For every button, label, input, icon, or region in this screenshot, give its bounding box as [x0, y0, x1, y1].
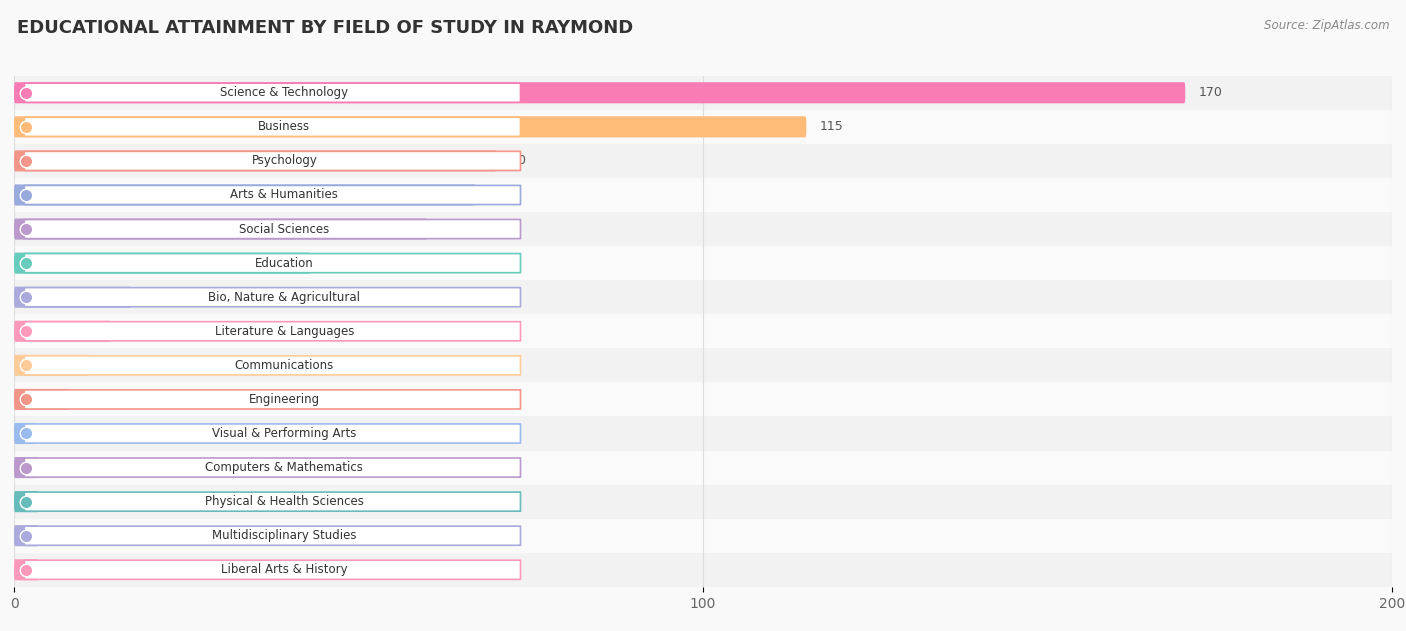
Text: 8: 8 — [83, 393, 91, 406]
Text: 60: 60 — [441, 223, 457, 235]
FancyBboxPatch shape — [14, 355, 90, 376]
Text: Computers & Mathematics: Computers & Mathematics — [205, 461, 363, 474]
FancyBboxPatch shape — [14, 218, 427, 240]
FancyBboxPatch shape — [24, 492, 520, 511]
Bar — [14, 246, 1392, 280]
Bar — [14, 416, 1392, 451]
Text: 0: 0 — [52, 461, 60, 474]
Text: EDUCATIONAL ATTAINMENT BY FIELD OF STUDY IN RAYMOND: EDUCATIONAL ATTAINMENT BY FIELD OF STUDY… — [17, 19, 633, 37]
Bar — [14, 314, 1392, 348]
FancyBboxPatch shape — [24, 356, 520, 375]
FancyBboxPatch shape — [24, 83, 520, 102]
FancyBboxPatch shape — [24, 254, 520, 273]
Bar — [14, 178, 1392, 212]
FancyBboxPatch shape — [14, 116, 807, 138]
Text: Liberal Arts & History: Liberal Arts & History — [221, 563, 347, 576]
Bar — [14, 485, 1392, 519]
FancyBboxPatch shape — [14, 389, 69, 410]
Text: Multidisciplinary Studies: Multidisciplinary Studies — [212, 529, 357, 542]
FancyBboxPatch shape — [24, 424, 520, 443]
Bar — [14, 553, 1392, 587]
Bar — [14, 144, 1392, 178]
Text: Science & Technology: Science & Technology — [221, 86, 349, 99]
Bar — [14, 348, 1392, 382]
Bar — [14, 519, 1392, 553]
FancyBboxPatch shape — [24, 220, 520, 239]
Text: Arts & Humanities: Arts & Humanities — [231, 189, 339, 201]
Text: 0: 0 — [52, 563, 60, 576]
Text: 3: 3 — [52, 427, 60, 440]
Text: 11: 11 — [104, 359, 120, 372]
FancyBboxPatch shape — [14, 184, 475, 206]
Text: 43: 43 — [325, 257, 340, 269]
FancyBboxPatch shape — [14, 559, 38, 581]
Text: Social Sciences: Social Sciences — [239, 223, 329, 235]
FancyBboxPatch shape — [14, 457, 38, 478]
FancyBboxPatch shape — [14, 491, 38, 512]
Bar — [14, 110, 1392, 144]
Text: 115: 115 — [820, 121, 844, 133]
Text: Physical & Health Sciences: Physical & Health Sciences — [205, 495, 364, 508]
FancyBboxPatch shape — [14, 321, 111, 342]
FancyBboxPatch shape — [14, 150, 496, 172]
FancyBboxPatch shape — [24, 288, 520, 307]
Text: 70: 70 — [510, 155, 526, 167]
FancyBboxPatch shape — [24, 560, 520, 579]
Text: 17: 17 — [145, 291, 160, 304]
Text: 0: 0 — [52, 529, 60, 542]
Bar — [14, 382, 1392, 416]
Text: Bio, Nature & Agricultural: Bio, Nature & Agricultural — [208, 291, 360, 304]
FancyBboxPatch shape — [14, 82, 1185, 103]
FancyBboxPatch shape — [14, 423, 35, 444]
FancyBboxPatch shape — [24, 186, 520, 204]
FancyBboxPatch shape — [24, 458, 520, 477]
FancyBboxPatch shape — [14, 252, 311, 274]
Text: 170: 170 — [1199, 86, 1223, 99]
FancyBboxPatch shape — [14, 286, 131, 308]
Text: Business: Business — [259, 121, 311, 133]
Bar — [14, 451, 1392, 485]
Text: Engineering: Engineering — [249, 393, 321, 406]
Text: 67: 67 — [489, 189, 505, 201]
Text: Literature & Languages: Literature & Languages — [215, 325, 354, 338]
FancyBboxPatch shape — [24, 117, 520, 136]
FancyBboxPatch shape — [24, 151, 520, 170]
Text: Source: ZipAtlas.com: Source: ZipAtlas.com — [1264, 19, 1389, 32]
Bar — [14, 212, 1392, 246]
Text: 0: 0 — [52, 495, 60, 508]
Text: 14: 14 — [124, 325, 141, 338]
Bar — [14, 280, 1392, 314]
Text: Communications: Communications — [235, 359, 335, 372]
Text: Education: Education — [254, 257, 314, 269]
Bar — [14, 76, 1392, 110]
FancyBboxPatch shape — [24, 526, 520, 545]
Text: Psychology: Psychology — [252, 155, 318, 167]
Text: Visual & Performing Arts: Visual & Performing Arts — [212, 427, 357, 440]
FancyBboxPatch shape — [14, 525, 38, 546]
FancyBboxPatch shape — [24, 390, 520, 409]
FancyBboxPatch shape — [24, 322, 520, 341]
